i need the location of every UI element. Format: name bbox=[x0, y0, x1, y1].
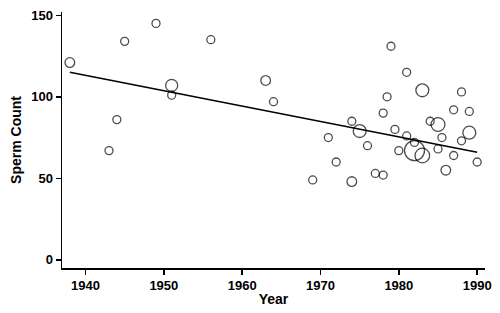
svg-text:0: 0 bbox=[46, 252, 53, 267]
svg-text:1990: 1990 bbox=[463, 278, 492, 293]
svg-text:Sperm Count: Sperm Count bbox=[8, 96, 24, 184]
svg-text:1940: 1940 bbox=[71, 278, 100, 293]
svg-text:1970: 1970 bbox=[306, 278, 335, 293]
svg-text:1980: 1980 bbox=[384, 278, 413, 293]
svg-text:50: 50 bbox=[38, 171, 52, 186]
svg-text:1950: 1950 bbox=[149, 278, 178, 293]
svg-text:150: 150 bbox=[31, 8, 53, 23]
svg-text:Year: Year bbox=[259, 291, 289, 307]
svg-text:100: 100 bbox=[31, 89, 53, 104]
svg-text:1960: 1960 bbox=[228, 278, 257, 293]
